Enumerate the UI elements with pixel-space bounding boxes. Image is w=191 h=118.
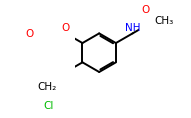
Text: CH₃: CH₃ [154,16,173,25]
Text: NH: NH [125,23,140,33]
Text: O: O [25,29,33,39]
Text: O: O [62,23,70,33]
Text: CH₂: CH₂ [38,82,57,92]
Text: Cl: Cl [44,101,54,111]
Text: O: O [141,4,149,15]
